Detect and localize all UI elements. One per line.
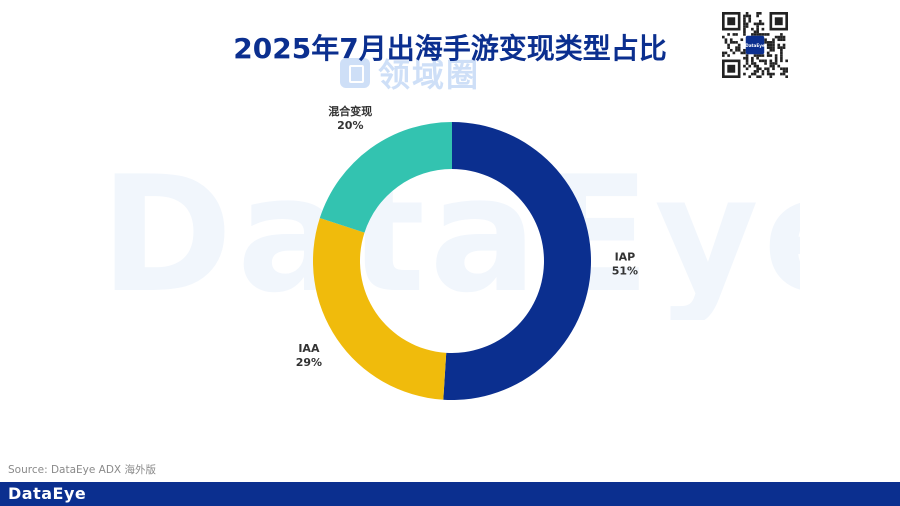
title-watermark-text: 领域圈 (378, 56, 481, 94)
slice-label-1: IAA 29% (296, 342, 322, 369)
slice-labels: IAP 51% IAA 29% 混合变现 20% (296, 104, 638, 369)
slice-label-name-2: 混合变现 (328, 104, 372, 118)
qr-center-label: DataEye (745, 43, 765, 48)
source-note: Source: DataEye ADX 海外版 (8, 464, 156, 476)
qr-code-icon[interactable]: DataEye (722, 12, 788, 78)
slice-label-value-2: 20% (337, 119, 363, 132)
slice-label-value-1: 29% (296, 356, 322, 369)
slice-label-value-0: 51% (612, 264, 638, 277)
donut-slices (313, 122, 592, 401)
footer-bar: DataEye (0, 482, 900, 506)
slice-label-2: 混合变现 20% (328, 104, 372, 132)
slice-1 (313, 218, 447, 400)
background-watermark: DataEye (100, 150, 800, 320)
slice-0 (443, 122, 592, 401)
slice-2 (319, 122, 452, 233)
slice-label-name-0: IAP (615, 250, 636, 263)
footer-logo: DataEye (8, 484, 87, 503)
chart-title: 2025年7月出海手游变现类型占比 (233, 32, 667, 65)
slice-label-name-1: IAA (298, 342, 320, 355)
watermark-logo-icon (340, 58, 370, 88)
slice-label-0: IAP 51% (612, 250, 638, 277)
title-watermark: 领域圈 (340, 50, 580, 96)
